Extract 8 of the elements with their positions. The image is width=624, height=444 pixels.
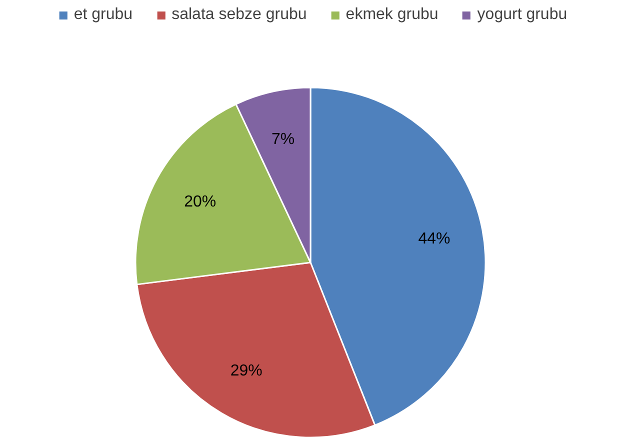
legend-label: salata sebze grubu [172, 6, 307, 24]
data-label: 7% [271, 131, 295, 148]
legend-label: ekmek grubu [346, 6, 438, 24]
legend-label: et grubu [74, 6, 133, 24]
legend-label: yogurt grubu [477, 6, 568, 24]
data-label: 20% [184, 193, 216, 210]
data-label: 44% [418, 230, 450, 248]
data-label: 29% [230, 362, 262, 380]
